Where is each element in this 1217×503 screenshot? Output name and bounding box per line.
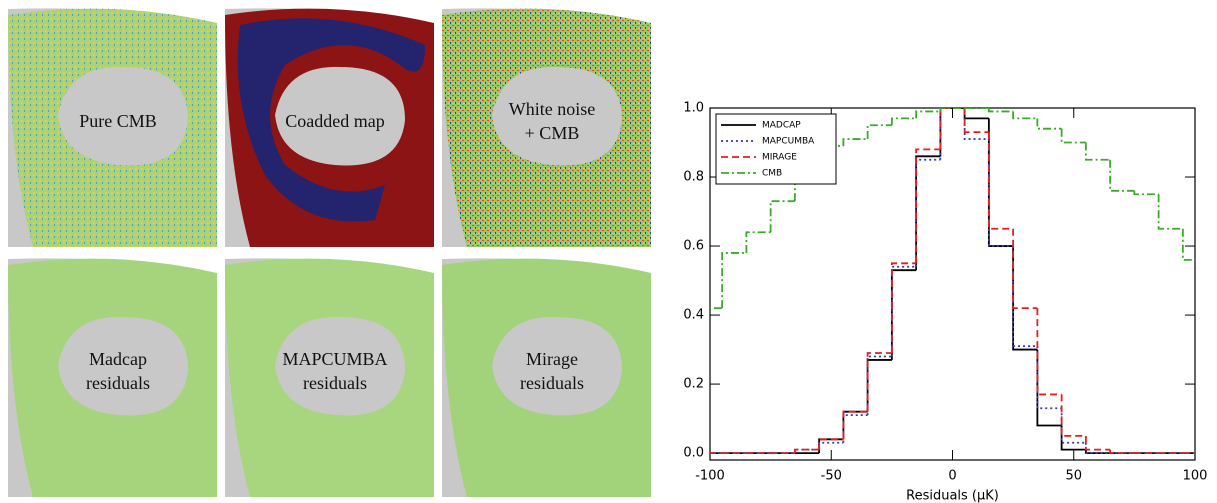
x-tick-label: -50	[821, 469, 842, 484]
histogram-step	[843, 139, 867, 146]
histogram-step	[1110, 160, 1134, 191]
y-tick-label: 1.0	[683, 101, 704, 116]
histogram-step	[1062, 408, 1086, 443]
x-tick-label: 50	[1065, 469, 1082, 484]
map-panel: Pure CMB	[8, 5, 217, 247]
histogram-step	[722, 253, 746, 308]
histogram-step	[892, 267, 916, 357]
histogram-step	[916, 149, 940, 263]
histogram-step	[1037, 118, 1061, 128]
histogram-step	[868, 356, 892, 415]
map-panel: MAPCUMBA residuals	[225, 255, 434, 497]
histogram-step	[819, 443, 843, 450]
histogram-step	[843, 415, 867, 443]
map-label: MAPCUMBA	[282, 349, 387, 369]
histogram-step	[916, 160, 940, 267]
legend-label: CMB	[762, 169, 782, 179]
map-label: + CMB	[525, 123, 580, 143]
histogram-step	[1086, 443, 1110, 453]
histogram-step	[989, 118, 1013, 246]
histogram-step	[868, 360, 892, 412]
histogram-step	[892, 270, 916, 360]
x-tick-label: 0	[948, 469, 956, 484]
histogram-step	[916, 156, 940, 270]
histogram-step	[1062, 394, 1086, 435]
histogram-step	[746, 232, 770, 253]
histogram-step	[965, 108, 989, 132]
map-label: residuals	[303, 373, 367, 393]
histogram-step	[771, 201, 795, 232]
histogram-step	[989, 139, 1013, 246]
legend-label: MIRAGE	[762, 153, 797, 163]
x-tick-label: -100	[695, 469, 725, 484]
chart: 0.0 0.2 0.4 0.6 0.8 1.0 -100 -50 0 50 100 Residuals…	[683, 101, 1207, 503]
histogram-step	[1086, 436, 1110, 450]
histogram-step	[1013, 229, 1037, 308]
map-panels: Pure CMB Coadded map White noise + CMB Madca…	[8, 5, 651, 497]
y-tick-label: 0.8	[683, 170, 704, 185]
figure: Pure CMB Coadded map White noise + CMB Madca…	[0, 0, 1217, 503]
x-axis-label: Residuals (μK)	[906, 489, 999, 503]
map-label: Pure CMB	[79, 111, 157, 131]
map-panel: Mirage residuals	[442, 255, 651, 497]
histogram-step	[1159, 194, 1183, 229]
map-panel: White noise + CMB	[442, 5, 651, 247]
map-label: White noise	[509, 99, 595, 119]
map-label: Madcap	[89, 349, 147, 369]
y-tick-label: 0.6	[683, 239, 704, 254]
histogram-step	[1086, 143, 1110, 160]
y-tick-label: 0.4	[683, 308, 704, 323]
histogram-step	[892, 263, 916, 353]
histogram-step	[989, 132, 1013, 229]
histogram-step	[868, 353, 892, 412]
histogram-step	[1013, 246, 1037, 346]
histogram-step	[1037, 350, 1061, 426]
map-label: Mirage	[526, 349, 578, 369]
histogram-step	[1013, 111, 1037, 118]
histogram-step	[1013, 246, 1037, 350]
histogram-step	[819, 439, 843, 449]
histogram-step	[892, 118, 916, 125]
histogram-step	[965, 108, 989, 118]
map-label: residuals	[520, 373, 584, 393]
histogram-step	[1037, 308, 1061, 394]
legend-label: MADCAP	[762, 121, 801, 131]
histogram-step	[916, 111, 940, 118]
histogram-step	[868, 125, 892, 139]
histogram-step	[965, 108, 989, 139]
histogram-step	[1037, 346, 1061, 408]
histogram-step	[1134, 191, 1158, 194]
y-tick-label: 0.2	[683, 377, 704, 392]
map-panel: Coadded map	[225, 5, 434, 247]
legend-label: MAPCUMBA	[762, 137, 815, 147]
histogram-step	[1062, 129, 1086, 143]
map-label: Coadded map	[285, 111, 384, 131]
histogram-step	[1062, 425, 1086, 449]
x-tick-label: 100	[1183, 469, 1208, 484]
y-tick-label: 0.0	[683, 446, 704, 461]
map-panel: Madcap residuals	[8, 255, 217, 497]
map-label: residuals	[86, 373, 150, 393]
